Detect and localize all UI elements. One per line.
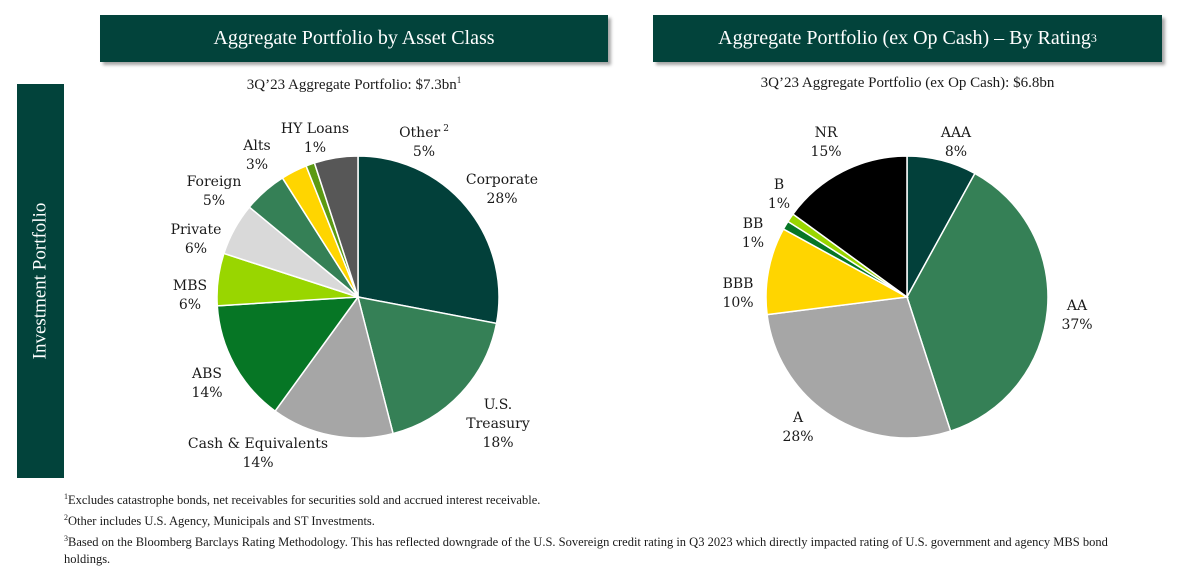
pie-slice-bbb xyxy=(765,228,910,316)
slice-label-mbs: MBS 6% xyxy=(173,278,207,313)
slice-label-u-s-treasury: U.S. Treasury 18% xyxy=(466,397,530,451)
slice-label-bb: BB 1% xyxy=(742,216,764,251)
footnote-3: 3Based on the Bloomberg Barclays Rating … xyxy=(64,530,1124,568)
footnote-2-mark: 2 xyxy=(64,513,68,523)
pie-chart-rating: AAA 8% AA 37% A 28% BBB 10% BB 1%B 1% NR 15% xyxy=(722,125,1092,445)
subtitle-right: 3Q’23 Aggregate Portfolio (ex Op Cash): … xyxy=(653,75,1162,92)
subtitle-left: 3Q’23 Aggregate Portfolio: $7.3bn1 xyxy=(100,75,608,94)
slice-label-b: B 1% xyxy=(768,177,790,212)
subtitle-right-text: 3Q’23 Aggregate Portfolio (ex Op Cash): … xyxy=(760,75,1055,91)
slice-value-aaa: 8% xyxy=(945,144,967,160)
slice-label-aaa: AAA 8% xyxy=(940,125,972,160)
slice-value-b: 1% xyxy=(768,196,790,212)
footnote-1-mark: 1 xyxy=(64,492,68,501)
pie-slice-nr xyxy=(791,155,908,299)
slice-value-abs: 14% xyxy=(191,385,222,401)
footnote-2: 2Other includes U.S. Agency, Municipals … xyxy=(64,509,1124,530)
slice-value-foreign: 5% xyxy=(203,193,225,209)
slice-value-other: 5% xyxy=(413,144,435,160)
pie-slice-corporate xyxy=(357,155,500,325)
slice-label-cash-equivalents: Cash & Equivalents 14% xyxy=(188,436,328,471)
pie-slice-abs xyxy=(216,296,360,413)
slice-label-corporate: Corporate 28% xyxy=(466,172,538,207)
header-left-title: Aggregate Portfolio by Asset Class xyxy=(213,27,495,49)
slice-label-other: Other 2 5% xyxy=(399,124,449,160)
slice-label-alts: Alts 3% xyxy=(242,138,270,173)
pie-slice-u-s-treasury xyxy=(356,296,498,435)
pie-slice-aa xyxy=(906,172,1049,433)
slice-label-private: Private 6% xyxy=(171,222,222,257)
slice-value-bbb: 10% xyxy=(722,295,753,311)
pie-chart-asset-class: Corporate 28% U.S. Treasury 18% Cash & Equiva… xyxy=(171,121,538,471)
slice-label-abs: ABS 14% xyxy=(191,366,223,401)
pie-slice-other xyxy=(313,155,359,298)
slice-value-u-s-treasury: 18% xyxy=(482,435,513,451)
header-right-footnote-mark: 3 xyxy=(1090,31,1097,45)
slice-value-alts: 3% xyxy=(246,157,268,173)
subtitle-left-footnote-mark: 1 xyxy=(456,75,462,85)
slice-value-corporate: 28% xyxy=(486,191,517,207)
slice-label-foreign: Foreign 5% xyxy=(187,174,242,209)
footnotes: 1Excludes catastrophe bonds, net receiva… xyxy=(64,488,1124,568)
header-right: Aggregate Portfolio (ex Op Cash) – By Ra… xyxy=(653,15,1162,62)
charts-canvas: Corporate 28% U.S. Treasury 18% Cash & Equiva… xyxy=(171,121,1093,471)
slice-value-cash-equivalents: 14% xyxy=(242,455,273,471)
footnote-1-text: Excludes catastrophe bonds, net receivab… xyxy=(68,493,541,508)
footnote-1: 1Excludes catastrophe bonds, net receiva… xyxy=(64,488,1124,509)
slice-label-nr: NR 15% xyxy=(810,125,841,160)
pie-slice-a xyxy=(766,296,952,439)
slice-value-mbs: 6% xyxy=(179,297,201,313)
slice-label-aa: AA 37% xyxy=(1061,298,1092,333)
slice-value-bb: 1% xyxy=(742,235,764,251)
footnote-3-mark: 3 xyxy=(64,534,68,544)
side-tab: Investment Portfolio xyxy=(17,84,64,478)
slice-value-a: 28% xyxy=(782,429,813,445)
slice-label-hy-loans: HY Loans 1% xyxy=(281,121,349,156)
footnote-2-text: Other includes U.S. Agency, Municipals a… xyxy=(68,514,375,529)
header-right-title: Aggregate Portfolio (ex Op Cash) – By Ra… xyxy=(718,27,1091,49)
header-left: Aggregate Portfolio by Asset Class xyxy=(100,15,608,62)
slice-value-nr: 15% xyxy=(810,144,841,160)
slice-label-a: A 28% xyxy=(782,410,813,445)
slice-value-hy-loans: 1% xyxy=(304,140,326,156)
slice-value-private: 6% xyxy=(185,241,207,257)
slice-label-bbb: BBB 10% xyxy=(722,276,753,311)
pie-slice-cash-equivalents xyxy=(274,295,394,439)
slice-value-aa: 37% xyxy=(1061,317,1092,333)
subtitle-left-text: 3Q’23 Aggregate Portfolio: $7.3bn xyxy=(246,77,457,93)
slice-label-mark: 2 xyxy=(443,124,449,134)
